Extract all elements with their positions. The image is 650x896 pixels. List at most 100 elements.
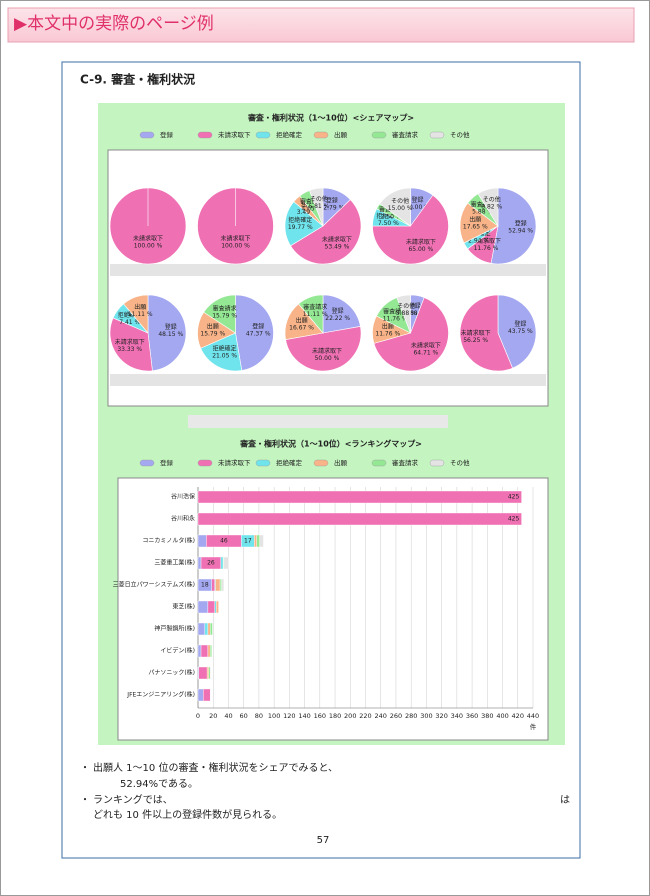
legend-swatch <box>255 459 271 467</box>
y-tick-label: パナソニック(株) <box>148 669 195 677</box>
legend-swatch <box>139 459 155 467</box>
slice-name: 登録 <box>252 323 264 331</box>
pie-slice <box>497 294 537 369</box>
x-axis-label: 件 <box>530 722 537 731</box>
bullet-text: 52.94%である。 <box>120 778 198 790</box>
slice-name: 未請求取下 <box>312 347 342 355</box>
pie-slice <box>459 294 513 372</box>
x-tick-label: 0 <box>196 712 200 720</box>
slice-value: 33.33 % <box>117 346 142 353</box>
slice-name: 登録 <box>412 196 424 204</box>
slice-name: 未請求取下 <box>133 235 163 243</box>
slice-value: 47.37 % <box>246 331 271 338</box>
slice-value: 43.75 % <box>508 328 533 335</box>
pie-slice <box>373 297 449 372</box>
x-tick-label: 100 <box>268 712 280 720</box>
x-tick-label: 260 <box>390 712 402 720</box>
x-tick-label: 200 <box>344 712 356 720</box>
slice-value: 8.82 % <box>481 204 502 211</box>
bar-segment <box>216 600 219 614</box>
pie-slice <box>298 294 324 334</box>
slice-value: 100.00 % <box>221 243 250 250</box>
stripe <box>110 374 546 386</box>
slice-value: 7.50 % <box>378 220 399 227</box>
bar-segment <box>204 622 209 636</box>
x-tick-label: 440 <box>527 712 539 720</box>
pie-slice <box>477 187 499 228</box>
slice-name: その他 <box>310 195 328 203</box>
slice-name: 拒絶確定 <box>288 216 312 224</box>
bar-segment <box>214 600 217 614</box>
pie-slice <box>235 294 274 371</box>
bar-segment <box>254 534 257 548</box>
x-tick-label: 180 <box>329 712 341 720</box>
slice-value: 48.15 % <box>158 331 183 338</box>
slice-value: 22.22 % <box>325 315 350 322</box>
slice-name: 拒絶確定 <box>213 345 237 353</box>
slice-value: 11.11 % <box>128 311 153 318</box>
slice-value: 10.00 % <box>405 204 430 211</box>
x-tick-label: 340 <box>451 712 463 720</box>
stripe <box>188 415 448 428</box>
x-tick-label: 320 <box>435 712 447 720</box>
slice-name: 未請求取下 <box>461 329 491 337</box>
slice-name: 未請求取下 <box>471 237 501 245</box>
bar-segment <box>203 688 211 702</box>
slice-value: 5.88 % <box>396 310 417 317</box>
slice-value: 15.79 % <box>200 331 225 338</box>
bar-segment <box>197 534 207 548</box>
slice-value: 53.49 % <box>325 244 350 251</box>
legend-label: 拒絶確定 <box>276 458 303 467</box>
legend-label: 登録 <box>160 130 174 139</box>
legend-label: 出願 <box>334 458 348 467</box>
x-tick-label: 20 <box>209 712 217 720</box>
bar-segment <box>221 578 225 592</box>
bar-segment <box>207 622 211 636</box>
bar-segment <box>197 490 522 504</box>
slice-value: 11.76 % <box>474 245 499 252</box>
bar-segment <box>200 644 209 658</box>
bar-segment <box>197 622 206 636</box>
pie-slice <box>109 317 153 372</box>
y-tick-label: イビデン(株) <box>160 647 195 655</box>
slice-value: 50.00 % <box>315 355 340 362</box>
pie-slice <box>290 199 362 265</box>
slice-name: 拒絶確定 <box>376 212 400 220</box>
slice-name: その他 <box>397 302 415 310</box>
bullet-text: 出願人 1～10 位の審査・権利状況をシェアでみると、 <box>93 761 338 774</box>
slice-name: 未請求取下 <box>220 235 250 243</box>
x-tick-label: 140 <box>298 712 310 720</box>
x-tick-label: 160 <box>314 712 326 720</box>
slice-value: 12.79 % <box>320 205 345 212</box>
bar-segment <box>220 556 224 570</box>
legend-label: 審査請求 <box>392 130 419 139</box>
slice-value: 4.65 % <box>301 206 322 213</box>
bar-segment <box>198 666 208 680</box>
pie-slice <box>284 201 324 247</box>
chart-title: 審査・権利状況（1～10位）<ランキングマップ> <box>239 439 422 449</box>
x-tick-label: 380 <box>481 712 493 720</box>
page-number: 57 <box>317 835 330 846</box>
slice-value: 7.41 % <box>119 319 140 326</box>
bar-segment <box>206 666 209 680</box>
slice-name: 登録 <box>332 307 344 315</box>
legend-swatch <box>371 131 387 139</box>
x-tick-label: 240 <box>375 712 387 720</box>
stripe <box>110 264 546 276</box>
slice-value: 52.94 % <box>508 228 533 235</box>
pie-slice <box>379 187 411 227</box>
slice-name: 登録 <box>165 323 177 331</box>
pie-slice <box>396 294 411 334</box>
slice-name: その他 <box>391 197 409 205</box>
bar-segment <box>197 512 522 526</box>
bar-segment <box>197 688 204 702</box>
bar-value-label: 17 <box>244 538 252 545</box>
bar-segment <box>211 578 215 592</box>
bar-segment <box>197 556 202 570</box>
x-tick-label: 280 <box>405 712 417 720</box>
x-tick-label: 120 <box>283 712 295 720</box>
slice-name: 出願 <box>296 317 308 325</box>
pie-slice <box>322 294 361 334</box>
slice-name: 出願 <box>134 303 146 311</box>
